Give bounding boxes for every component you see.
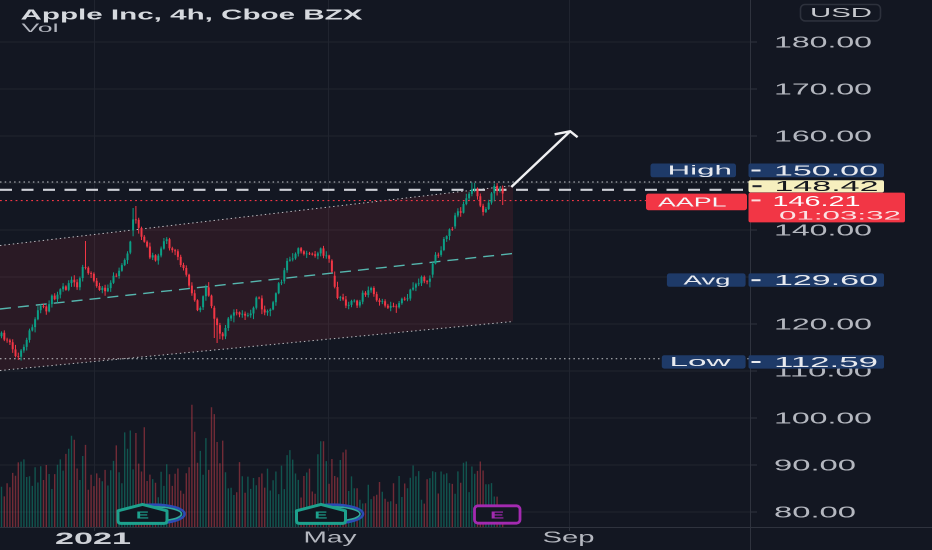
svg-text:120.00: 120.00 xyxy=(774,317,872,334)
svg-text:170.00: 170.00 xyxy=(774,82,872,99)
svg-text:160.00: 160.00 xyxy=(774,129,872,146)
svg-text:Apple Inc, 4h, Cboe BZX: Apple Inc, 4h, Cboe BZX xyxy=(21,8,364,24)
svg-text:180.00: 180.00 xyxy=(774,35,872,52)
svg-text:2021: 2021 xyxy=(55,529,131,548)
svg-text:01:03:32: 01:03:32 xyxy=(779,209,902,223)
svg-text:E: E xyxy=(315,510,329,521)
svg-text:90.00: 90.00 xyxy=(774,458,856,475)
svg-text:80.00: 80.00 xyxy=(774,505,856,522)
svg-text:AAPL: AAPL xyxy=(658,196,727,210)
svg-text:146.21: 146.21 xyxy=(773,193,861,210)
svg-text:E: E xyxy=(136,510,150,521)
svg-text:129.60: 129.60 xyxy=(774,272,878,289)
svg-text:May: May xyxy=(304,529,357,546)
svg-text:148.42: 148.42 xyxy=(775,178,879,195)
svg-text:E: E xyxy=(490,511,505,522)
svg-text:Avg: Avg xyxy=(684,273,731,287)
svg-text:USD: USD xyxy=(810,6,872,20)
svg-text:Low: Low xyxy=(670,355,734,369)
svg-text:150.00: 150.00 xyxy=(774,162,878,179)
svg-text:112.59: 112.59 xyxy=(774,354,878,371)
svg-text:Sep: Sep xyxy=(543,529,595,546)
svg-text:Vol: Vol xyxy=(22,21,59,35)
svg-text:High: High xyxy=(668,164,733,178)
svg-text:140.00: 140.00 xyxy=(774,223,872,240)
svg-text:100.00: 100.00 xyxy=(774,411,872,428)
